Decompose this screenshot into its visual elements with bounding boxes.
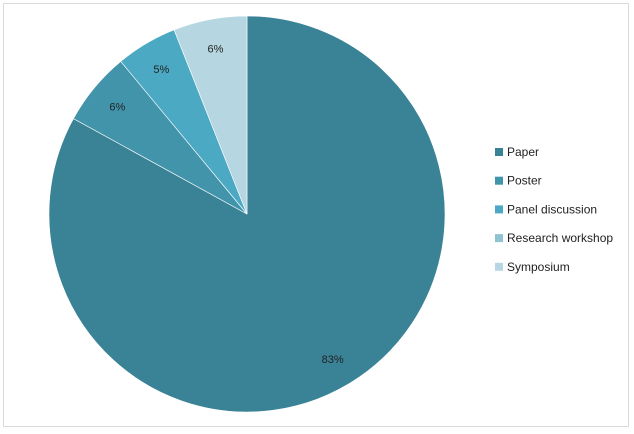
- legend-label-panel-discussion: Panel discussion: [507, 202, 597, 216]
- legend-label-paper: Paper: [507, 145, 539, 159]
- data-label-symposium: 6%: [208, 44, 224, 56]
- legend: Paper Poster Panel discussion Research work…: [495, 145, 613, 274]
- data-label-poster: 6%: [109, 102, 125, 114]
- legend-swatch-poster: [495, 176, 503, 185]
- legend-swatch-paper: [495, 148, 503, 156]
- legend-swatch-research-workshop: [495, 234, 503, 243]
- pie-data-labels: 83% 6% 5% 6%: [109, 44, 344, 366]
- data-label-paper: 83%: [322, 354, 344, 366]
- legend-label-symposium: Symposium: [507, 260, 570, 274]
- slice-symposium: [173, 15, 248, 215]
- legend-label-research-workshop: Research workshop: [507, 231, 613, 245]
- legend-swatch-panel-discussion: [495, 205, 503, 214]
- data-label-panel-discussion: 5%: [153, 64, 169, 76]
- legend-swatch-symposium: [495, 262, 503, 271]
- legend-label-poster: Poster: [507, 174, 542, 188]
- pie-slices: [48, 15, 446, 413]
